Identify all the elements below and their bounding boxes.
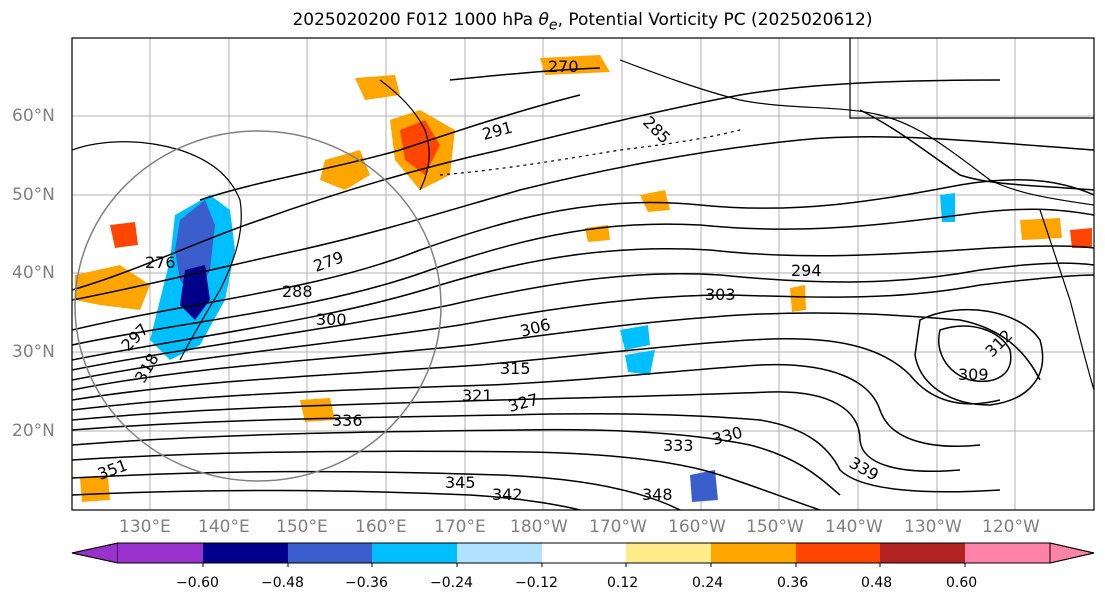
lat-label: 60°N [12, 106, 55, 126]
lat-label: 30°N [12, 342, 55, 362]
pv-shading [75, 55, 1092, 502]
title-rest: , Potential Vorticity PC (2025020612) [557, 10, 873, 30]
colorbar-swatch [711, 543, 796, 563]
lon-label: 160°W [668, 517, 726, 537]
colorbar-tick-label: 0.48 [861, 575, 893, 591]
plot-title: 2025020200 F012 1000 hPa θe, Potential V… [0, 10, 1105, 33]
contour-label: 336 [332, 411, 363, 430]
coast-alaska [619, 59, 1094, 206]
colorbar-swatch [626, 543, 711, 563]
contour-label: 270 [548, 57, 579, 76]
colorbar-swatch [372, 543, 457, 563]
pv-blob-kamchatka-core [400, 120, 440, 175]
colorbar-tick-label: −0.60 [176, 575, 219, 591]
colorbar-extend-max [1049, 542, 1095, 564]
contour-label: 294 [791, 261, 822, 280]
colorbar-swatch [203, 543, 288, 563]
pv-blob-sw-pos [300, 398, 335, 422]
state-border [849, 38, 1094, 119]
pv-blob-east-pos2 [1070, 228, 1092, 248]
contour-label: 348 [642, 485, 673, 504]
colorbar-tick-label: 0.24 [692, 575, 724, 591]
pv-blob-east-pos [1020, 218, 1062, 240]
pv-blob-corner [80, 476, 110, 502]
pv-blob-aleutian [640, 190, 670, 212]
colorbar-swatch [796, 543, 880, 563]
contour-label: 276 [145, 253, 176, 272]
aleutian-chain [439, 129, 741, 176]
contour-label: 300 [316, 310, 347, 329]
colorbar-swatch [118, 543, 203, 563]
colorbar-tick-label: −0.12 [515, 575, 558, 591]
colorbar [71, 542, 1095, 567]
colorbar-tick-label: −0.24 [430, 575, 473, 591]
colorbar-swatch [880, 543, 965, 563]
pv-blob-okhotsk [320, 150, 370, 190]
coast-kamchatka [379, 79, 430, 191]
lat-label: 50°N [12, 185, 55, 205]
contour-label: 333 [663, 436, 694, 455]
lat-label: 20°N [12, 421, 55, 441]
lon-label: 180°W [510, 517, 568, 537]
colorbar-swatch [288, 543, 372, 563]
map-frame [71, 37, 1095, 511]
contour-label: 321 [462, 386, 493, 405]
title-run: 2025020200 F012 1000 hPa [292, 10, 534, 30]
colorbar-tick-label: −0.48 [261, 575, 304, 591]
lon-label: 150°E [276, 517, 328, 537]
coast-asia [72, 141, 242, 361]
lon-label: 170°E [434, 517, 486, 537]
contour-label: 288 [282, 282, 313, 301]
contour-label: 309 [958, 365, 989, 384]
lon-label: 160°E [355, 517, 407, 537]
contour-label: 315 [500, 359, 531, 378]
colorbar-tick-label: 0.12 [607, 575, 639, 591]
lon-label: 170°W [589, 517, 647, 537]
contour-label: 303 [705, 285, 736, 304]
pv-blob-yellow-north [355, 75, 400, 100]
coast-na-west [1039, 209, 1094, 391]
lon-label: 130°W [904, 517, 962, 537]
coastlines [72, 38, 1094, 391]
lat-label: 40°N [12, 263, 55, 283]
colorbar-outline [71, 542, 1095, 564]
pv-blob-west-ortho [110, 222, 138, 248]
lon-label: 140°W [825, 517, 883, 537]
colorbar-tick-label: 0.36 [777, 575, 809, 591]
title-theta: θ [538, 10, 549, 30]
colorbar-tick-label: −0.36 [345, 575, 388, 591]
pv-blob-south-neg [690, 470, 718, 502]
pv-blob-central-neg [620, 325, 650, 350]
lon-label: 140°E [198, 517, 250, 537]
contour-label: 342 [492, 485, 523, 504]
lon-label: 150°W [746, 517, 804, 537]
pv-blob-east-neg [940, 193, 955, 222]
pv-blob-hawaii-pos [790, 285, 806, 312]
colorbar-tick-label: 0.60 [946, 575, 978, 591]
theta-e-contours [72, 67, 1094, 510]
colorbar-swatch [542, 543, 626, 563]
colorbar-extend-min [71, 542, 119, 564]
lon-label: 130°E [119, 517, 171, 537]
colorbar-swatch [457, 543, 542, 563]
colorbar-swatch [965, 543, 1050, 563]
colorbar-ticks [202, 563, 966, 567]
title-theta-sub: e [548, 17, 558, 34]
lon-label: 120°W [982, 517, 1040, 537]
pv-blob-westpacific-positive [75, 265, 150, 310]
area-circle [74, 130, 442, 482]
contour-label: 345 [445, 473, 476, 492]
pv-blob-central-neg2 [625, 350, 655, 375]
